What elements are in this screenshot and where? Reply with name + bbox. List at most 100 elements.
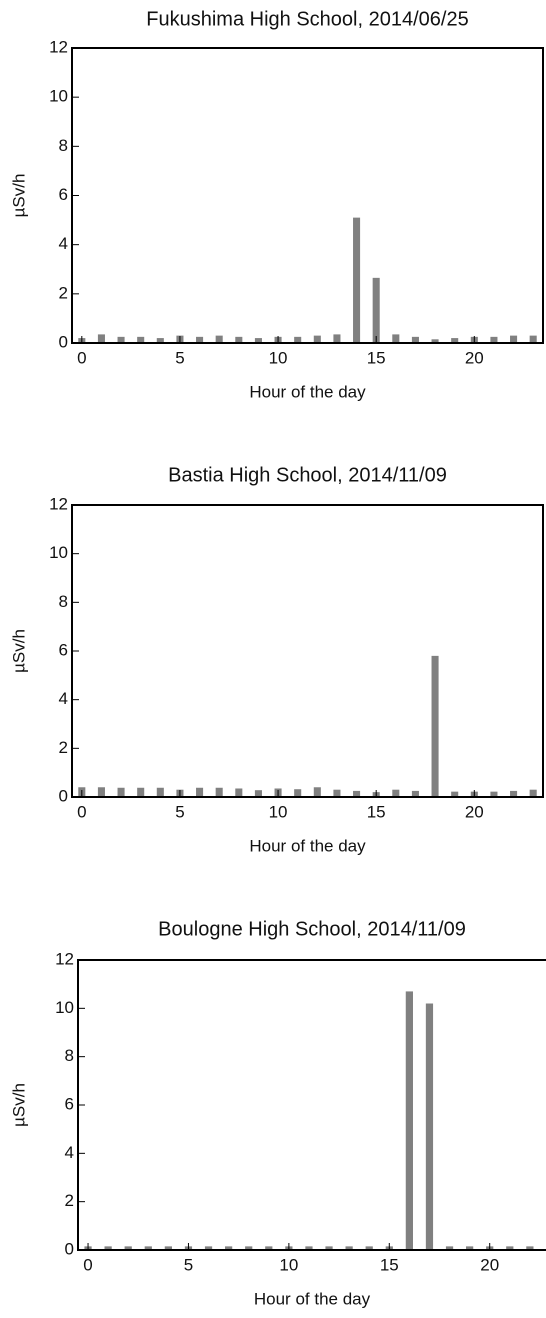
bar — [411, 336, 419, 343]
x-tick-label: 15 — [380, 1255, 399, 1274]
x-tick-label: 10 — [269, 802, 288, 821]
bar — [196, 787, 204, 797]
y-tick-label: 0 — [65, 1239, 74, 1258]
y-tick-label: 12 — [49, 494, 68, 513]
y-tick-label: 10 — [49, 543, 68, 562]
bar — [97, 334, 105, 343]
bar — [431, 339, 439, 343]
y-tick-label: 8 — [59, 136, 68, 155]
bar — [137, 787, 145, 797]
bar — [333, 334, 341, 343]
bar — [104, 1246, 112, 1250]
bar — [294, 336, 302, 343]
bar — [117, 787, 125, 797]
x-tick-label: 5 — [175, 802, 184, 821]
x-axis-label: Hour of the day — [249, 382, 366, 401]
y-tick-label: 6 — [59, 185, 68, 204]
x-tick-label: 10 — [279, 1255, 298, 1274]
bar — [333, 789, 341, 797]
chart-title: Fukushima High School, 2014/06/25 — [146, 8, 468, 30]
y-tick-label: 2 — [65, 1191, 74, 1210]
bar — [196, 336, 204, 343]
bar — [117, 336, 125, 343]
y-tick-label: 6 — [65, 1094, 74, 1113]
y-tick-label: 2 — [59, 283, 68, 302]
x-tick-label: 0 — [83, 1255, 92, 1274]
bar — [345, 1246, 353, 1250]
bar — [156, 787, 164, 797]
x-tick-label: 10 — [269, 348, 288, 367]
bar — [235, 788, 243, 797]
y-tick-label: 10 — [55, 998, 74, 1017]
bar — [526, 1246, 534, 1250]
y-tick-label: 12 — [49, 37, 68, 56]
bar — [215, 787, 223, 797]
bar — [510, 790, 518, 797]
bar — [365, 1246, 373, 1250]
x-tick-label: 0 — [77, 348, 86, 367]
bar — [466, 1246, 474, 1250]
x-tick-label: 5 — [175, 348, 184, 367]
bar — [144, 1246, 152, 1250]
y-tick-label: 8 — [65, 1046, 74, 1065]
bar — [445, 1246, 454, 1250]
bar — [529, 789, 537, 797]
y-tick-label: 4 — [59, 234, 68, 253]
bar — [294, 789, 302, 797]
y-axis-label: µSv/h — [9, 174, 28, 218]
bar — [431, 655, 439, 797]
bar — [392, 334, 400, 343]
y-tick-label: 10 — [49, 87, 68, 106]
bar — [506, 1246, 514, 1250]
x-tick-label: 20 — [465, 348, 484, 367]
plot-frame — [71, 47, 544, 344]
bar — [411, 790, 419, 797]
y-tick-label: 2 — [59, 738, 68, 757]
y-tick-label: 6 — [59, 640, 68, 659]
y-axis-label: µSv/h — [9, 1083, 28, 1127]
bar — [425, 1003, 434, 1250]
plot-frame — [71, 504, 544, 798]
plot-frame — [77, 959, 546, 1251]
y-tick-label: 4 — [65, 1143, 74, 1162]
bar — [405, 991, 413, 1250]
bar — [97, 787, 105, 797]
x-axis-label: Hour of the day — [249, 836, 366, 855]
bar — [529, 335, 537, 343]
bar — [372, 277, 380, 343]
bar — [254, 790, 262, 797]
bar — [313, 787, 321, 797]
y-tick-label: 12 — [55, 949, 74, 968]
bar — [164, 1246, 172, 1250]
chart-title: Boulogne High School, 2014/11/09 — [158, 918, 466, 940]
bar — [156, 338, 164, 343]
x-tick-label: 15 — [367, 802, 386, 821]
chart-title: Bastia High School, 2014/11/09 — [168, 464, 447, 486]
x-tick-label: 20 — [480, 1255, 499, 1274]
bar — [225, 1246, 233, 1250]
y-tick-label: 8 — [59, 592, 68, 611]
bar — [510, 335, 518, 343]
bar — [215, 335, 223, 343]
bar — [353, 790, 361, 797]
x-axis-label: Hour of the day — [254, 1289, 371, 1308]
bar — [451, 338, 459, 343]
x-tick-label: 5 — [184, 1255, 193, 1274]
bar — [305, 1246, 313, 1250]
y-tick-label: 0 — [59, 786, 68, 805]
bar — [325, 1246, 333, 1250]
y-tick-label: 4 — [59, 689, 68, 708]
bar — [392, 789, 400, 797]
bar — [490, 791, 498, 797]
bar — [353, 217, 361, 343]
x-tick-label: 20 — [465, 802, 484, 821]
y-axis-label: µSv/h — [9, 629, 28, 673]
bar — [124, 1246, 132, 1250]
bar — [235, 336, 243, 343]
bar — [204, 1246, 213, 1250]
x-tick-label: 15 — [367, 348, 386, 367]
bar — [313, 335, 321, 343]
bar — [254, 338, 262, 343]
bar — [490, 336, 498, 343]
